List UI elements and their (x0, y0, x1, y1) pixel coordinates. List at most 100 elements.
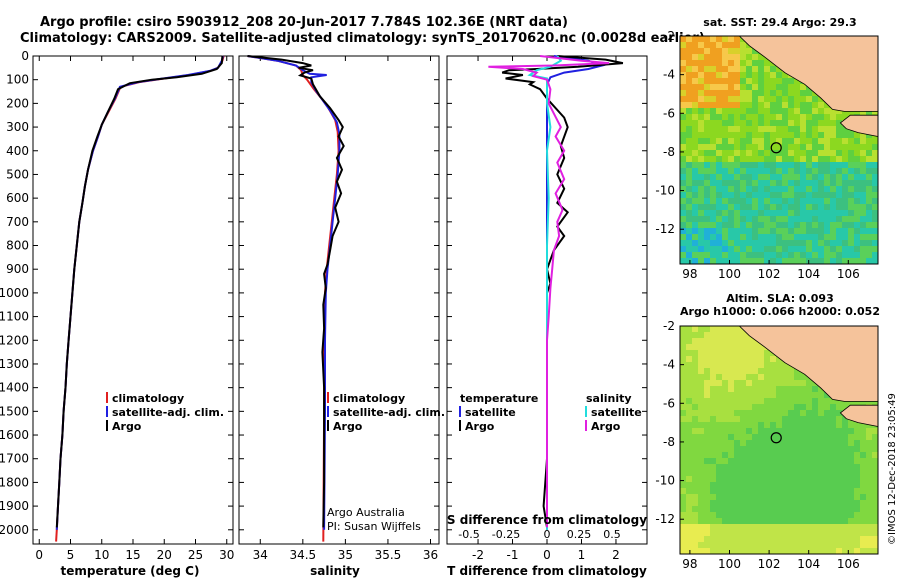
map-cell (752, 422, 758, 428)
map-cell (722, 78, 728, 84)
map-cell (698, 108, 704, 114)
map-cell (680, 36, 686, 42)
map-cell (866, 180, 872, 186)
map-cell (716, 66, 722, 72)
map-cell (686, 530, 692, 536)
map-cell (680, 542, 686, 548)
map-cell (812, 204, 818, 210)
map-cell (836, 252, 842, 258)
map-cell (830, 434, 836, 440)
map-cell (788, 476, 794, 482)
map-cell (728, 494, 734, 500)
map-cell (692, 108, 698, 114)
map-cell (716, 380, 722, 386)
map-cell (770, 536, 776, 542)
map-cell (686, 428, 692, 434)
map-cell (794, 222, 800, 228)
map-cell (752, 138, 758, 144)
map-cell (764, 198, 770, 204)
map-cell (848, 198, 854, 204)
map-cell (722, 398, 728, 404)
map-cell (722, 222, 728, 228)
map-cell (782, 368, 788, 374)
map-cell (740, 252, 746, 258)
map-cell (692, 458, 698, 464)
map-cell (812, 446, 818, 452)
map-cell (776, 126, 782, 132)
map-cell (782, 530, 788, 536)
map-cell (680, 54, 686, 60)
map-cell (752, 216, 758, 222)
salinity-difference-tick-label: -0.25 (492, 528, 520, 541)
map-cell (716, 138, 722, 144)
map-cell (758, 252, 764, 258)
map-cell (860, 518, 866, 524)
map-cell (776, 156, 782, 162)
map-cell (746, 234, 752, 240)
map-cell (692, 530, 698, 536)
map-cell (836, 156, 842, 162)
map-cell (746, 144, 752, 150)
map-cell (728, 332, 734, 338)
map-cell (842, 192, 848, 198)
map-cell (686, 470, 692, 476)
map-cell (704, 252, 710, 258)
map-cell (722, 374, 728, 380)
map-cell (860, 458, 866, 464)
map-cell (710, 380, 716, 386)
map-cell (722, 66, 728, 72)
map-cell (704, 114, 710, 120)
map-cell (776, 84, 782, 90)
map-cell (818, 120, 824, 126)
map-cell (860, 144, 866, 150)
map-cell (788, 258, 794, 264)
map-cell (794, 198, 800, 204)
map-cell (812, 252, 818, 258)
map-cell (710, 422, 716, 428)
map-cell (866, 464, 872, 470)
map-cell (704, 422, 710, 428)
map-cell (830, 252, 836, 258)
map-cell (716, 186, 722, 192)
map-cell (788, 416, 794, 422)
map-cell (716, 488, 722, 494)
map-cell (686, 386, 692, 392)
map-cell (740, 332, 746, 338)
map-cell (860, 222, 866, 228)
map-cell (728, 350, 734, 356)
map-cell (686, 204, 692, 210)
map-cell (734, 524, 740, 530)
map-cell (746, 392, 752, 398)
map-cell (800, 518, 806, 524)
x-tick-label: 0 (543, 548, 551, 562)
map-cell (752, 542, 758, 548)
map-cell (758, 90, 764, 96)
map-cell (824, 512, 830, 518)
map-cell (812, 530, 818, 536)
map-cell (770, 252, 776, 258)
depth-tick-label: 300 (6, 120, 29, 134)
map-cell (872, 530, 878, 536)
map-cell (734, 42, 740, 48)
map-cell (728, 530, 734, 536)
map-cell (794, 228, 800, 234)
map-cell (752, 108, 758, 114)
map-cell (746, 192, 752, 198)
map-cell (818, 410, 824, 416)
map-cell (722, 84, 728, 90)
map-cell (770, 66, 776, 72)
map-cell (806, 162, 812, 168)
map-cell (722, 470, 728, 476)
map-cell (782, 252, 788, 258)
map-cell (788, 240, 794, 246)
map-cell (710, 60, 716, 66)
map-cell (686, 174, 692, 180)
map-cell (692, 54, 698, 60)
map-cell (836, 542, 842, 548)
map-cell (824, 422, 830, 428)
map-cell (722, 42, 728, 48)
map-cell (734, 138, 740, 144)
map-cell (758, 138, 764, 144)
map-cell (692, 356, 698, 362)
map-cell (758, 542, 764, 548)
